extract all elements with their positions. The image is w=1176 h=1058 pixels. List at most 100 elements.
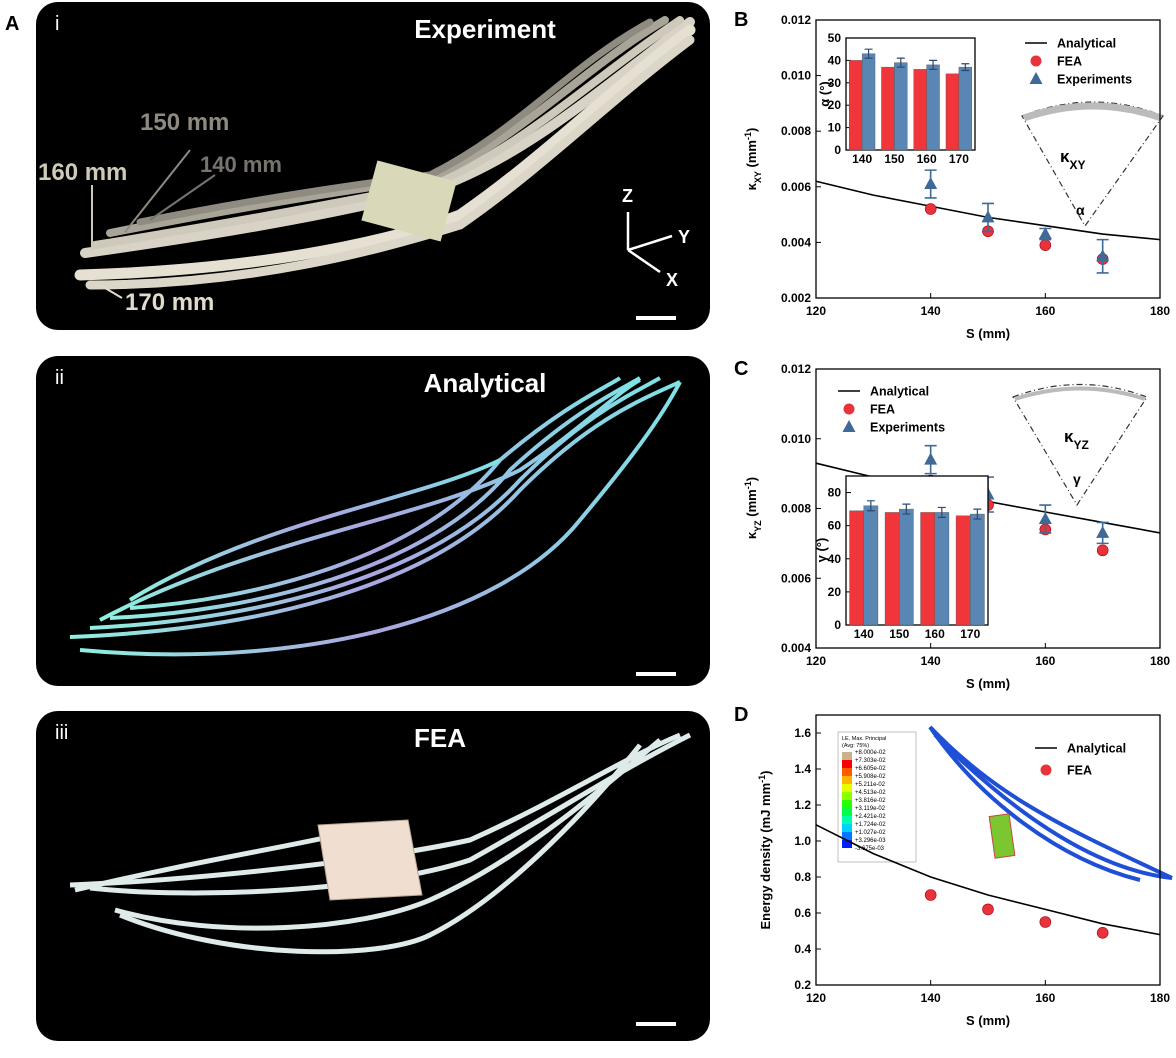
y-tick-label: 50 — [828, 31, 842, 45]
contour-value: +5.211e-02 — [855, 782, 886, 788]
bar — [894, 63, 907, 150]
legend-label: FEA — [870, 403, 895, 417]
bar — [921, 512, 935, 625]
y-tick-label: 0.010 — [781, 432, 811, 446]
x-axis-label: S (mm) — [966, 326, 1010, 341]
bar — [927, 65, 940, 150]
x-tick-label: 160 — [1035, 654, 1055, 668]
contour-value: +3.816e-02 — [855, 798, 886, 804]
legend-label: Experiments — [1057, 73, 1132, 87]
y-axis-label-part: XY — [753, 171, 763, 183]
x-tick-label: 160 — [917, 152, 937, 166]
y-tick-label: 0.006 — [781, 571, 811, 585]
photo-label: 160 mm — [38, 159, 127, 186]
x-tick-label: 160 — [1035, 991, 1055, 1005]
photo-label: X — [666, 270, 678, 290]
x-tick-label: 180 — [1150, 304, 1170, 318]
x-tick-label: 120 — [806, 304, 826, 318]
contour-swatch — [842, 776, 852, 784]
y-tick-label: 0.2 — [794, 978, 811, 992]
legend-label: Experiments — [870, 421, 945, 435]
contour-swatch — [842, 800, 852, 808]
legend-swatch — [1030, 72, 1043, 84]
y-axis-label-part: Energy density (mJ mm — [758, 783, 773, 930]
y-tick-label: 0.006 — [781, 180, 811, 194]
y-axis-label-part: (mm — [744, 489, 759, 520]
bar — [850, 511, 864, 625]
panel-letter: D — [734, 704, 748, 726]
experiment-point — [1096, 249, 1109, 261]
y-tick-label: 0.8 — [794, 870, 811, 884]
contour-legend: LE, Max. Principal(Avg: 75%)+8.000e-02+7… — [842, 736, 886, 852]
figure: A — [0, 0, 1176, 1053]
y-tick-label: 0.012 — [781, 13, 811, 27]
x-tick-label: 140 — [921, 304, 941, 318]
contour-value: +5.908e-02 — [855, 774, 886, 780]
fea-loop — [930, 727, 1172, 880]
y-tick-label: 60 — [828, 519, 842, 533]
fea-point — [1097, 927, 1108, 938]
y-tick-label: 0 — [834, 618, 841, 632]
contour-swatch — [842, 752, 852, 760]
y-tick-label: 0.010 — [781, 69, 811, 83]
legend-swatch — [844, 404, 855, 415]
y-axis-label: Energy density (mJ mm-1) — [757, 770, 773, 929]
annotation-symbol: α — [1076, 202, 1085, 218]
bar — [914, 69, 927, 150]
contour-value: +6.605e-02 — [855, 766, 886, 772]
panel-title: Analytical — [424, 368, 547, 398]
contour-value: +7.303e-02 — [855, 758, 886, 764]
y-tick-label: 0.012 — [781, 362, 811, 376]
annotation-sub: YZ — [1073, 438, 1088, 452]
y-tick-label: 0.002 — [781, 291, 811, 305]
fea-point — [1097, 545, 1108, 556]
y-axis-label-part: -1 — [743, 481, 753, 489]
y-tick-label: 1.6 — [794, 726, 811, 740]
contour-swatch — [842, 784, 852, 792]
panel-letter: A — [5, 13, 19, 35]
y-axis-label-part: (mm — [744, 140, 759, 171]
y-axis-label: κXY (mm-1) — [743, 128, 763, 191]
contour-title: LE, Max. Principal — [842, 736, 886, 742]
y-axis-label-part: ) — [758, 770, 773, 774]
fea-point — [1040, 917, 1051, 928]
legend-label: Analytical — [1057, 37, 1116, 51]
contour-value: +1.027e-02 — [855, 830, 886, 836]
x-tick-label: 140 — [921, 991, 941, 1005]
annotation: γ — [1073, 471, 1081, 487]
contour-value: +3.296e-03 — [855, 838, 886, 844]
panel-title: FEA — [414, 723, 466, 753]
photo-label: Z — [622, 186, 633, 206]
panel-numeral: ii — [55, 367, 64, 389]
x-tick-label: 150 — [889, 627, 909, 641]
y-tick-label: 0.4 — [794, 942, 811, 956]
y-tick-label: 0.008 — [781, 124, 811, 138]
x-tick-label: 140 — [852, 152, 872, 166]
bar — [885, 512, 899, 625]
legend-label: FEA — [1067, 764, 1092, 778]
contour-value: +2.421e-02 — [855, 814, 886, 820]
x-tick-label: 120 — [806, 654, 826, 668]
y-tick-label: 10 — [828, 121, 842, 135]
contour-value: +1.724e-02 — [855, 822, 886, 828]
annotation: α — [1076, 202, 1085, 218]
y-tick-label: 40 — [828, 53, 842, 67]
bar — [881, 67, 894, 150]
experiment-point — [924, 453, 937, 465]
x-tick-label: 170 — [949, 152, 969, 166]
fea-block — [318, 820, 422, 900]
panel-letter: B — [734, 9, 748, 31]
x-tick-label: 160 — [925, 627, 945, 641]
x-tick-label: 180 — [1150, 991, 1170, 1005]
contour-swatch — [842, 792, 852, 800]
fea-point — [983, 904, 994, 915]
bar — [935, 512, 949, 625]
y-axis-label-part: YZ — [753, 520, 763, 532]
contour-swatch — [842, 824, 852, 832]
contour-value: +3.119e-02 — [855, 806, 886, 812]
x-tick-label: 160 — [1035, 304, 1055, 318]
panel-title: Experiment — [414, 14, 556, 44]
bar — [970, 514, 984, 625]
bar — [899, 509, 913, 625]
fea-point — [925, 890, 936, 901]
